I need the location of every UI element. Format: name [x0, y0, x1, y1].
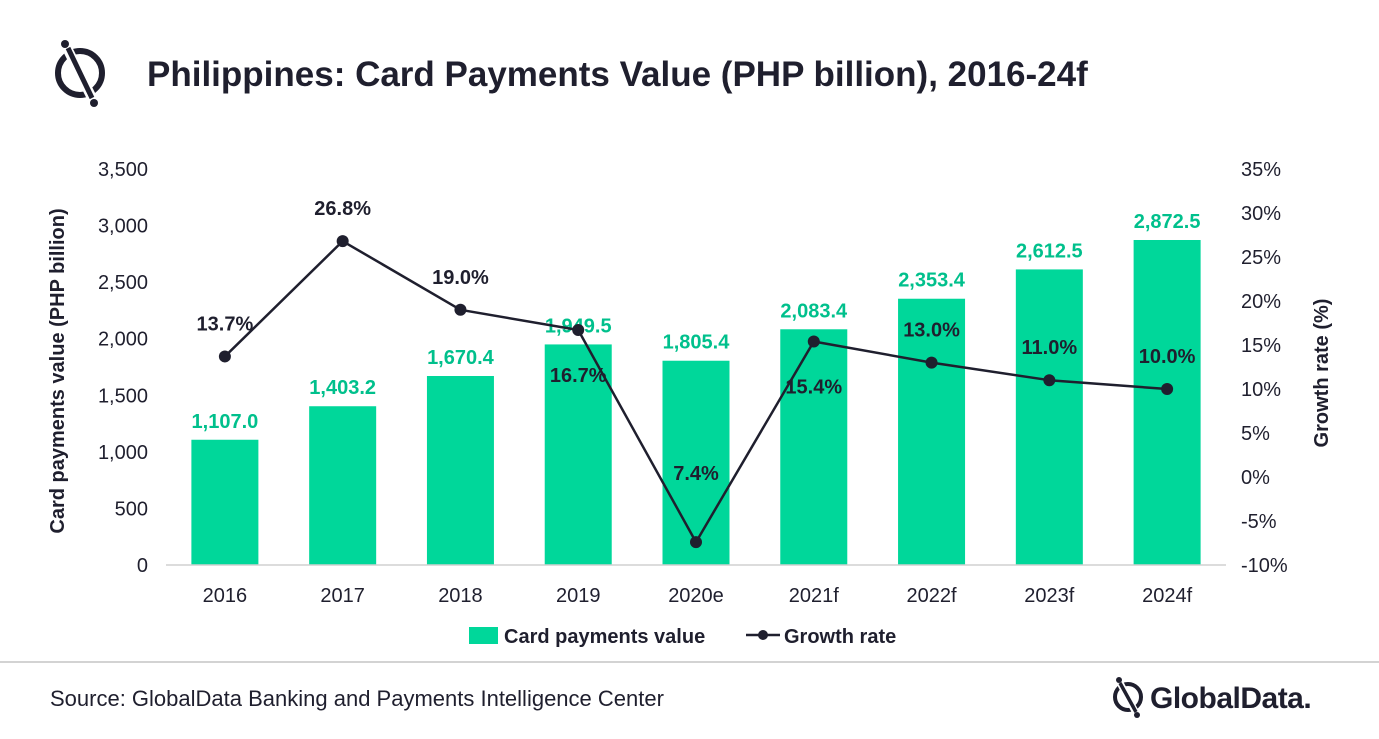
bar-value-label: 2,353.4: [898, 270, 966, 292]
bar-series: [191, 239, 1201, 566]
y-tick-label: 1,500: [98, 385, 148, 407]
y-tick-label: 0: [137, 555, 148, 577]
x-tick-label: 2021f: [789, 585, 839, 607]
legend-swatch-bar: [469, 627, 498, 644]
y-tick-label: 3,500: [98, 159, 148, 181]
growth-value-labels: 13.7% 26.8% 19.0% 16.7% 7.4% 15.4% 13.0% 11.0% 1…: [197, 198, 1196, 485]
bar: [544, 344, 612, 565]
chart-title: Philippines: Card Payments Value (PHP bi…: [147, 55, 1088, 94]
bar: [426, 376, 494, 565]
bar-value-label: 1,403.2: [309, 377, 376, 399]
bar-value-label: 2,612.5: [1016, 240, 1083, 262]
legend-label-card-payments: Card payments value: [504, 626, 705, 648]
bar-value-label: 1,670.4: [427, 347, 495, 369]
x-tick-label: 2018: [438, 585, 483, 607]
y2-axis-ticks: -10% -5% 0% 5% 10% 15% 20% 25% 30% 35%: [1241, 159, 1288, 577]
growth-value-label: 13.7%: [197, 313, 254, 335]
brand-logo-icon: [1113, 677, 1143, 718]
bar: [191, 439, 259, 565]
growth-point: [1161, 383, 1174, 395]
growth-value-label: 26.8%: [314, 198, 371, 220]
bar: [780, 329, 848, 565]
growth-point: [807, 335, 820, 348]
bar-value-labels: 1,107.01,403.21,670.41,949.51,805.42,083…: [192, 211, 1201, 433]
y2-tick-label: 30%: [1241, 203, 1281, 225]
globaldata-logo-icon: [55, 40, 105, 107]
y-tick-label: 3,000: [98, 216, 148, 238]
bar-value-label: 2,083.4: [780, 300, 848, 322]
growth-value-label: 7.4%: [673, 463, 719, 485]
y-tick-label: 1,000: [98, 442, 148, 464]
growth-point: [572, 324, 585, 337]
y2-tick-label: 15%: [1241, 335, 1281, 357]
bar-value-label: 1,805.4: [663, 332, 731, 354]
growth-point: [336, 235, 349, 248]
legend: Card payments value Growth rate: [469, 626, 896, 648]
growth-value-label: 16.7%: [550, 365, 607, 387]
y-tick-label: 500: [115, 498, 148, 520]
legend-swatch-marker: [758, 630, 768, 640]
x-tick-label: 2024f: [1142, 585, 1192, 607]
bar: [1015, 269, 1083, 565]
growth-point: [454, 303, 467, 316]
y2-tick-label: 25%: [1241, 247, 1281, 269]
brand-wordmark: GlobalData.: [1150, 682, 1311, 715]
bar: [309, 406, 377, 565]
growth-point: [690, 536, 702, 549]
y2-tick-label: 20%: [1241, 291, 1281, 313]
y-tick-label: 2,500: [98, 272, 148, 294]
bar: [898, 298, 966, 565]
growth-line-series: [218, 235, 1174, 549]
growth-value-label: 15.4%: [785, 376, 842, 398]
y-tick-label: 2,000: [98, 329, 148, 351]
x-tick-label: 2016: [203, 585, 248, 607]
x-axis-ticks: 2016 2017 2018 2019 2020e 2021f 2022f 2023f 2024…: [203, 585, 1193, 607]
bar-value-label: 1,107.0: [192, 411, 259, 433]
y2-tick-label: 35%: [1241, 159, 1281, 181]
growth-point: [218, 350, 231, 363]
y2-axis-title: Growth rate (%): [1311, 299, 1333, 448]
y2-tick-label: -5%: [1241, 511, 1277, 533]
x-tick-label: 2020e: [668, 585, 724, 607]
growth-value-label: 11.0%: [1022, 337, 1078, 359]
growth-value-label: 10.0%: [1139, 346, 1196, 368]
y2-tick-label: 10%: [1241, 379, 1281, 401]
x-tick-label: 2023f: [1024, 585, 1074, 607]
x-tick-label: 2022f: [907, 585, 957, 607]
source-note: Source: GlobalData Banking and Payments …: [50, 686, 664, 711]
y2-tick-label: -10%: [1241, 555, 1288, 577]
bar: [662, 360, 730, 565]
bar-value-label: 2,872.5: [1134, 211, 1201, 233]
x-tick-label: 2019: [556, 585, 601, 607]
x-tick-label: 2017: [320, 585, 365, 607]
growth-point: [1043, 374, 1056, 387]
legend-label-growth-rate: Growth rate: [784, 626, 896, 648]
y-axis-ticks: 0 500 1,000 1,500 2,000 2,500 3,000 3,500: [98, 159, 148, 577]
growth-value-label: 13.0%: [903, 320, 960, 342]
y2-tick-label: 0%: [1241, 467, 1270, 489]
y2-tick-label: 5%: [1241, 423, 1270, 445]
bar: [1133, 239, 1201, 566]
y-axis-title: Card payments value (PHP billion): [47, 208, 69, 533]
growth-value-label: 19.0%: [432, 267, 489, 289]
growth-point: [925, 356, 938, 369]
globaldata-brand-logo: GlobalData.: [1113, 677, 1312, 718]
